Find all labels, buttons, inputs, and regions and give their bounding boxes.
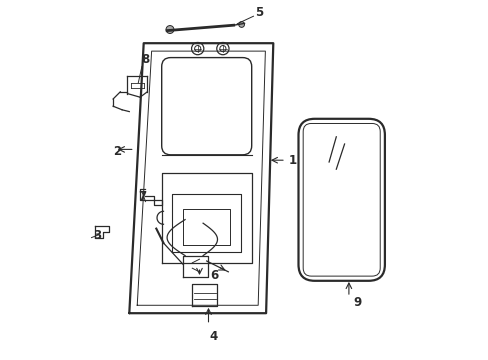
Text: 2: 2 <box>112 145 121 158</box>
Text: 8: 8 <box>141 53 149 66</box>
Text: 4: 4 <box>209 330 218 343</box>
Text: 1: 1 <box>288 154 297 167</box>
Text: 7: 7 <box>138 190 145 203</box>
Text: 5: 5 <box>254 6 263 19</box>
Circle shape <box>238 22 244 27</box>
Text: 9: 9 <box>353 296 361 309</box>
Text: 6: 6 <box>209 269 218 282</box>
Text: 3: 3 <box>93 229 101 242</box>
Circle shape <box>166 26 174 33</box>
